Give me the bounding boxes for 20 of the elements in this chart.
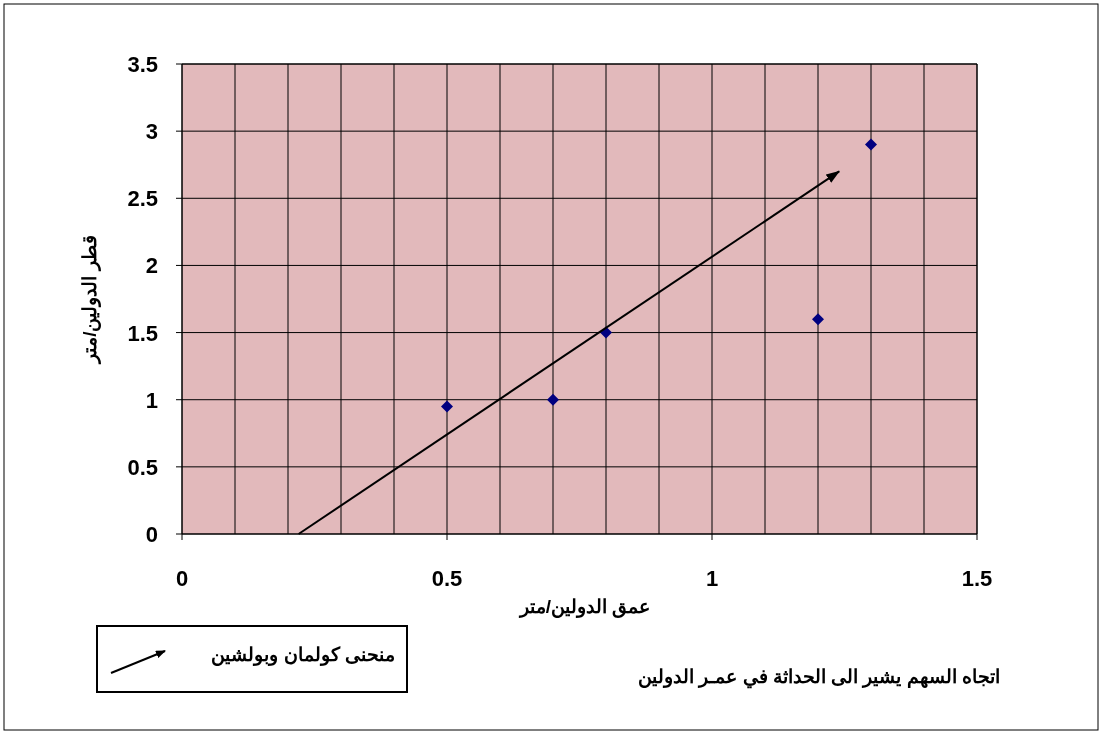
y-tick-label: 3 [145,119,158,145]
y-tick-label: 1 [145,387,158,413]
y-tick-label: 0.5 [127,454,158,480]
y-tick-label: 1.5 [127,320,158,346]
text: اتجاه السهم يشير الى الحداثة في عمـر الدولين [638,666,1000,689]
y-tick-label: 2 [145,253,158,279]
text: منحنى كولمان وبولشين [211,644,395,666]
x-tick-label: 0.5 [431,566,463,591]
point [441,400,453,413]
x-tick-label: 1.5 [961,566,993,591]
x-tick-label: 1 [705,566,719,591]
x-axis-title: عمق الدولين/متر [517,596,651,618]
y-tick-label: 2.5 [127,186,158,212]
y-axis-title: قطر الدولين/متر [79,235,101,365]
y-tick-label: 0 [145,522,158,547]
point [547,393,559,406]
y-tick-label: 3.5 [127,52,158,77]
point [812,313,824,326]
x-tick-label: 0 [175,566,189,591]
point [865,138,877,151]
